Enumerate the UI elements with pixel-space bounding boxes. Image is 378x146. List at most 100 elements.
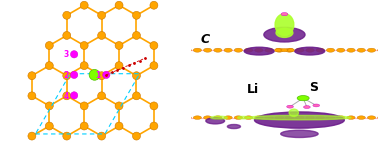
Circle shape — [285, 116, 294, 119]
Circle shape — [98, 11, 105, 19]
Circle shape — [357, 116, 366, 119]
Circle shape — [133, 32, 141, 39]
Circle shape — [98, 132, 105, 140]
Circle shape — [98, 72, 105, 80]
Circle shape — [45, 102, 53, 110]
Ellipse shape — [248, 115, 351, 120]
Circle shape — [367, 48, 376, 52]
Circle shape — [45, 62, 53, 70]
Text: 2: 2 — [64, 71, 69, 80]
Circle shape — [150, 62, 158, 70]
Text: 4: 4 — [64, 92, 69, 101]
Text: S: S — [309, 81, 318, 94]
Ellipse shape — [275, 14, 294, 36]
Circle shape — [70, 51, 78, 58]
Ellipse shape — [211, 116, 228, 119]
Circle shape — [255, 116, 263, 119]
Circle shape — [316, 48, 324, 52]
Circle shape — [357, 48, 366, 52]
Circle shape — [45, 41, 53, 49]
Circle shape — [63, 132, 71, 140]
Circle shape — [203, 116, 212, 119]
Circle shape — [347, 116, 355, 119]
Circle shape — [296, 48, 304, 52]
Text: C: C — [200, 33, 209, 46]
Circle shape — [327, 48, 335, 52]
Ellipse shape — [238, 116, 249, 119]
Circle shape — [281, 48, 288, 52]
Circle shape — [214, 48, 222, 52]
Text: Li: Li — [247, 83, 259, 96]
Circle shape — [306, 48, 314, 52]
Circle shape — [80, 41, 88, 49]
Circle shape — [285, 48, 294, 52]
Circle shape — [80, 1, 88, 9]
Circle shape — [224, 116, 232, 119]
Circle shape — [224, 48, 232, 52]
Circle shape — [150, 102, 158, 110]
Circle shape — [316, 116, 324, 119]
Circle shape — [133, 132, 141, 140]
Circle shape — [45, 122, 53, 130]
Circle shape — [306, 116, 314, 119]
Circle shape — [63, 11, 71, 19]
Circle shape — [80, 122, 88, 130]
Circle shape — [193, 48, 201, 52]
Circle shape — [327, 116, 335, 119]
Circle shape — [234, 116, 242, 119]
Circle shape — [133, 11, 141, 19]
Circle shape — [367, 116, 376, 119]
Circle shape — [203, 48, 212, 52]
Circle shape — [150, 1, 158, 9]
Circle shape — [89, 69, 100, 80]
Circle shape — [281, 13, 288, 16]
Circle shape — [150, 41, 158, 49]
Circle shape — [28, 132, 36, 140]
Circle shape — [313, 104, 320, 107]
Circle shape — [245, 116, 253, 119]
Circle shape — [214, 116, 222, 119]
Circle shape — [275, 48, 284, 52]
Circle shape — [183, 116, 191, 119]
Circle shape — [102, 71, 110, 79]
Text: 1: 1 — [95, 71, 101, 80]
Circle shape — [296, 116, 304, 119]
Circle shape — [150, 122, 158, 130]
Ellipse shape — [244, 47, 274, 55]
Ellipse shape — [254, 112, 344, 128]
Ellipse shape — [289, 109, 299, 116]
Circle shape — [255, 48, 263, 52]
Circle shape — [337, 48, 345, 52]
Ellipse shape — [228, 125, 240, 129]
Circle shape — [287, 105, 293, 108]
Circle shape — [80, 102, 88, 110]
Text: 3: 3 — [64, 51, 69, 60]
Circle shape — [337, 116, 345, 119]
Circle shape — [80, 62, 88, 70]
Circle shape — [133, 92, 141, 100]
Circle shape — [28, 92, 36, 100]
Ellipse shape — [281, 130, 318, 138]
Circle shape — [265, 116, 273, 119]
Circle shape — [297, 95, 309, 101]
Circle shape — [304, 106, 310, 108]
Circle shape — [347, 48, 355, 52]
Circle shape — [63, 32, 71, 39]
Circle shape — [115, 102, 123, 110]
Circle shape — [288, 48, 294, 52]
Ellipse shape — [206, 118, 225, 124]
Circle shape — [63, 72, 71, 80]
Circle shape — [274, 48, 281, 52]
Ellipse shape — [276, 28, 293, 37]
Circle shape — [115, 1, 123, 9]
Circle shape — [98, 92, 105, 100]
Circle shape — [70, 71, 78, 79]
Circle shape — [245, 48, 253, 52]
Circle shape — [183, 48, 191, 52]
Ellipse shape — [264, 27, 305, 42]
Circle shape — [133, 72, 141, 80]
Circle shape — [63, 92, 71, 100]
Circle shape — [115, 122, 123, 130]
Circle shape — [98, 32, 105, 39]
Circle shape — [193, 116, 201, 119]
